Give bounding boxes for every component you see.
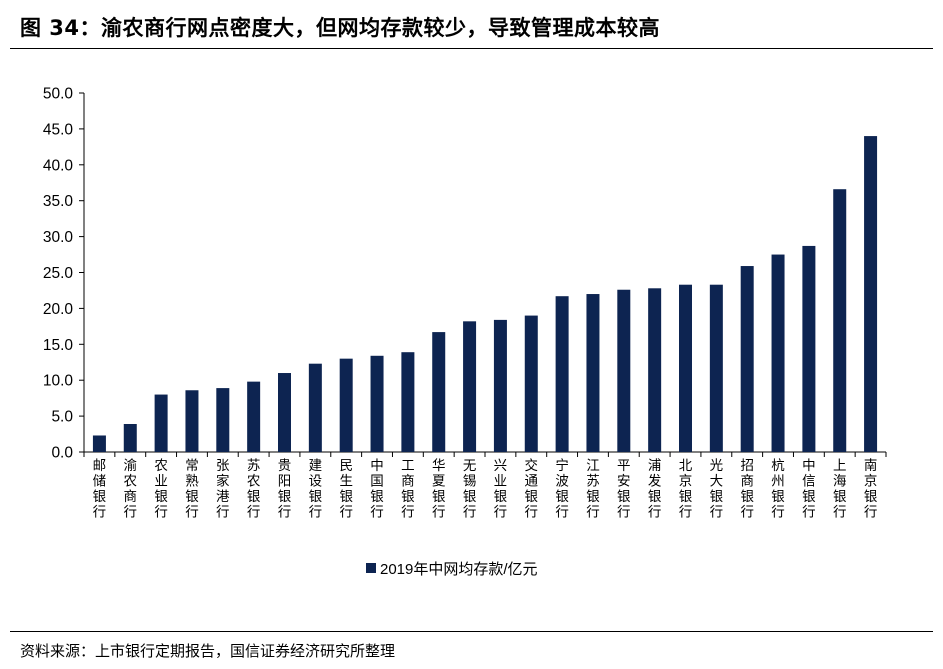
x-category-label: 南京银行 [864, 458, 878, 521]
chart-legend: 2019年中网均存款/亿元 [366, 561, 538, 578]
x-category-label: 无锡银行 [463, 458, 477, 521]
y-tick-label: 50.0 [43, 86, 74, 103]
footer-divider [10, 631, 933, 632]
x-category-label: 浦发银行 [648, 458, 662, 521]
bar-series [92, 136, 878, 452]
x-category-label: 张家港行 [216, 458, 230, 521]
y-tick-label: 25.0 [43, 265, 74, 282]
bar [771, 254, 785, 452]
y-tick-label: 15.0 [43, 337, 74, 354]
bar [463, 321, 477, 452]
x-category-label: 江苏银行 [586, 458, 600, 521]
legend-swatch [366, 563, 376, 573]
x-category-label: 邮储银行 [93, 458, 107, 521]
x-category-label: 北京银行 [679, 458, 693, 521]
bar [740, 266, 754, 452]
bar [92, 435, 106, 452]
x-category-label: 工商银行 [401, 458, 415, 521]
x-category-label: 中国银行 [370, 458, 384, 521]
bar [493, 319, 507, 452]
x-category-label: 常熟银行 [185, 458, 199, 521]
y-axis: 0.0 5.0 10.0 15.0 20.0 25.0 30.0 35.0 40.0 45.0 50… [43, 86, 85, 462]
bar [833, 189, 847, 452]
bar [709, 284, 723, 452]
bar [339, 358, 353, 452]
x-category-label: 交通银行 [525, 457, 539, 521]
bar [586, 294, 600, 452]
bar [648, 288, 662, 452]
bar [185, 390, 199, 452]
bar [370, 355, 384, 452]
y-tick-label: 0.0 [51, 445, 73, 462]
bar [308, 363, 322, 452]
bar [216, 388, 230, 452]
y-tick-label: 10.0 [43, 373, 74, 390]
bar [432, 332, 446, 452]
x-category-label: 苏农银行 [247, 458, 261, 521]
y-tick-label: 30.0 [43, 229, 74, 246]
x-category-label: 宁波银行 [555, 457, 569, 521]
x-category-label: 兴业银行 [494, 458, 508, 521]
x-category-label: 农业银行 [154, 458, 168, 521]
bar [278, 373, 291, 452]
y-tick-label: 35.0 [43, 193, 74, 210]
bar [524, 315, 538, 452]
figure-title: 图 34：渝农商行网点密度大，但网均存款较少，导致管理成本较高 [20, 16, 661, 40]
bar [864, 136, 878, 452]
x-category-label: 招商银行 [740, 458, 754, 521]
bar [123, 423, 137, 452]
y-tick-label: 45.0 [43, 121, 74, 138]
source-note: 资料来源：上市银行定期报告，国信证券经济研究所整理 [20, 642, 396, 660]
bar [154, 394, 168, 452]
bar [401, 352, 415, 452]
title-divider [10, 48, 933, 49]
x-category-label: 光大银行 [710, 458, 724, 521]
x-category-label: 贵阳银行 [278, 458, 292, 521]
bar [802, 245, 816, 452]
bar [679, 284, 692, 452]
x-category-label: 杭州银行 [771, 458, 785, 521]
legend-label: 2019年中网均存款/亿元 [380, 561, 538, 578]
x-category-label: 渝农商行 [124, 458, 138, 521]
y-tick-label: 40.0 [43, 157, 74, 174]
bar [617, 289, 631, 452]
x-category-label: 建设银行 [309, 458, 323, 521]
x-category-label: 上海银行 [833, 458, 847, 521]
x-axis: 邮储银行 渝农商行 农业银行 常熟银行 张家港行 苏农银行 贵阳银行 建设银行 民生银行 中国银行… [83, 451, 887, 521]
x-category-label: 华夏银行 [432, 458, 446, 521]
y-tick-label: 5.0 [51, 409, 73, 426]
x-category-label: 中信银行 [802, 458, 816, 521]
x-category-label: 平安银行 [617, 458, 631, 521]
x-category-label: 民生银行 [339, 458, 353, 521]
bar [555, 296, 569, 452]
bar [247, 381, 261, 452]
y-tick-label: 20.0 [43, 301, 74, 318]
